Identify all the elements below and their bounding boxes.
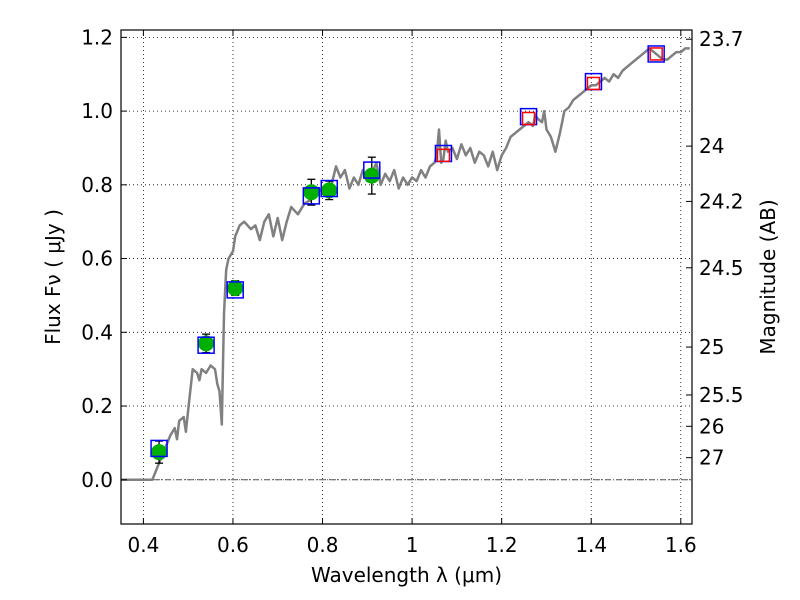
y-tick-label: 0.8	[81, 173, 113, 197]
y-tick-label: 1.2	[81, 25, 113, 49]
model-band-box	[302, 187, 321, 205]
model-band-box-red	[586, 76, 601, 91]
observed-marker	[227, 280, 244, 297]
model-band-box-red	[436, 148, 451, 163]
x-tick-label: 1.2	[486, 533, 518, 557]
model-band-box	[363, 161, 381, 179]
axis-ticks: 0.4 0.6 0.8 1 1.2 1.4 1.6 0.0 0.2 0.4 0.6 0.8 1.0 1.2…	[81, 25, 743, 557]
y-tick-label: 0.4	[81, 320, 113, 344]
y-axis-label: Flux Fν ( μJy )	[41, 209, 65, 345]
y-tick-label: 0.0	[81, 468, 113, 492]
right-tick-label: 26	[699, 414, 724, 438]
model-band-box	[226, 281, 244, 299]
x-tick-label: 0.4	[127, 533, 159, 557]
x-tick-label: 1	[406, 533, 419, 557]
model-band-box	[647, 45, 665, 63]
right-tick-label: 23.7	[699, 27, 744, 51]
model-sed-line	[121, 47, 690, 482]
model-band-box-red	[649, 47, 663, 61]
right-tick-label: 25	[699, 335, 724, 359]
series-layer	[121, 45, 690, 482]
model-band-boxes	[150, 45, 665, 458]
x-tick-label: 0.8	[307, 533, 339, 557]
grid	[121, 30, 692, 524]
observed-marker	[363, 167, 380, 184]
model-band-box	[150, 439, 168, 458]
plot-frame	[120, 29, 693, 525]
observed-points	[151, 156, 380, 464]
observed-marker	[198, 335, 215, 352]
observed-point	[227, 280, 244, 297]
x-axis-label: Wavelength λ (μm)	[311, 563, 502, 587]
observed-marker	[151, 444, 168, 461]
observed-point	[151, 440, 168, 464]
y-tick-label: 1.0	[81, 99, 113, 123]
y-tick-label: 0.6	[81, 247, 113, 271]
x-tick-label: 1.6	[665, 533, 697, 557]
right-tick-label: 27	[699, 446, 724, 470]
x-tick-label: 1.4	[575, 533, 607, 557]
observed-marker	[321, 182, 338, 199]
observed-marker	[303, 184, 320, 201]
right-tick-label: 24.5	[699, 256, 744, 280]
right-y-axis-label: Magnitude (AB)	[756, 199, 780, 354]
model-band-box	[320, 179, 338, 198]
model-band-box-red	[521, 111, 536, 126]
x-tick-label: 0.6	[217, 533, 249, 557]
right-tick-label: 24.2	[699, 189, 744, 213]
y-tick-label: 0.2	[81, 394, 113, 418]
right-tick-label: 24	[699, 134, 724, 158]
right-tick-label: 25.5	[699, 383, 744, 407]
model-band-box	[197, 336, 215, 354]
